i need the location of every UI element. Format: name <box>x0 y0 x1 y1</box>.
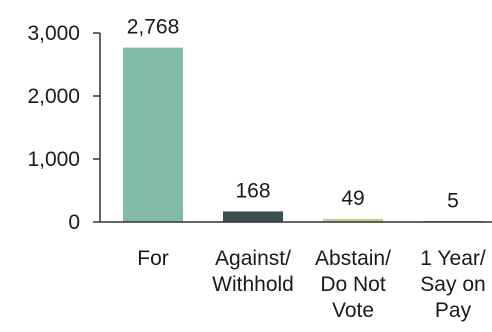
x-tick-label-line: Abstain/ <box>315 247 391 270</box>
y-tick-label: 1,000 <box>27 148 80 171</box>
x-tick-label-line: Pay <box>435 299 472 322</box>
bar <box>223 211 283 222</box>
x-tick-label-line: Withhold <box>212 273 294 296</box>
data-label: 2,768 <box>127 16 180 39</box>
x-tick-label-line: For <box>137 247 169 270</box>
bar <box>123 47 183 223</box>
bar <box>323 218 383 222</box>
x-tick-label-line: Against/ <box>215 247 291 270</box>
value-labels: 2,768 168 49 5 <box>127 16 459 213</box>
y-tick-label: 3,000 <box>27 22 80 45</box>
x-tick-label: Against/Withhold <box>212 247 294 296</box>
x-tick-label-line: Vote <box>332 299 374 322</box>
y-axis: 0 1,000 2,000 3,000 <box>27 22 101 234</box>
x-tick-label: Abstain/Do Not Vote <box>315 247 391 322</box>
x-tick-label-line: Do Not <box>320 273 386 296</box>
data-label: 49 <box>341 187 364 210</box>
x-axis: For Against/Withhold Abstain/Do Not Vote 1 Y… <box>100 221 492 322</box>
y-tick-label: 2,000 <box>27 85 80 108</box>
data-label: 5 <box>447 190 459 213</box>
x-tick-label-line: Say on <box>420 273 485 296</box>
y-tick-label: 0 <box>68 211 80 234</box>
x-tick-label: 1 Year/Say on Pay <box>420 247 486 322</box>
bars <box>123 47 483 223</box>
x-tick-label: For <box>137 247 169 270</box>
data-label: 168 <box>235 179 270 202</box>
x-tick-label-line: 1 Year/ <box>420 247 486 270</box>
